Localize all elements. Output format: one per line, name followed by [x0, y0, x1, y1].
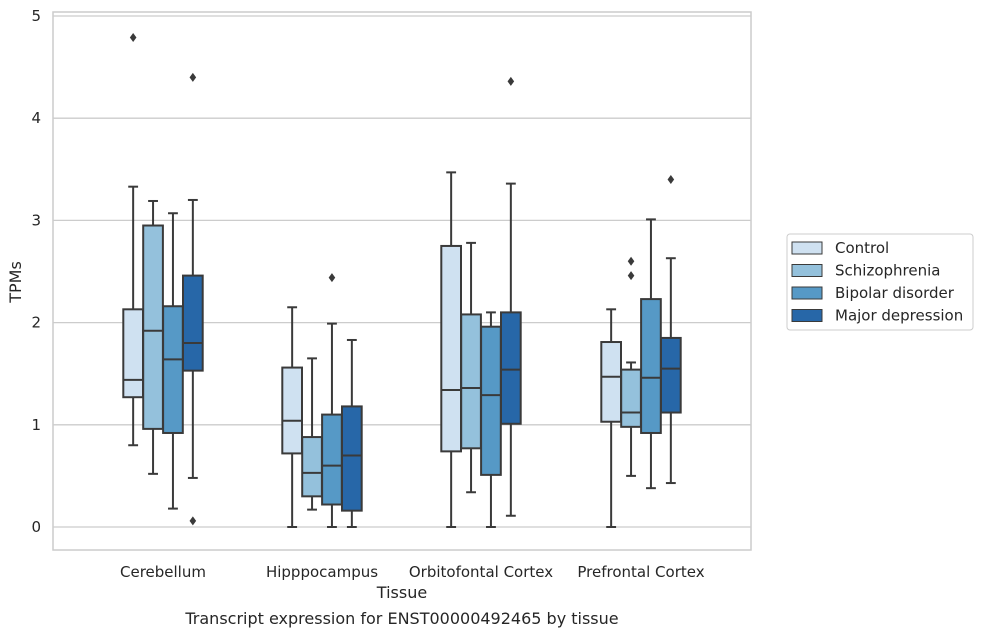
- box-plot: [182, 72, 204, 526]
- y-axis-ticks: 0 1 2 3 4 5: [31, 7, 41, 536]
- box-iqr: [182, 274, 204, 372]
- box-plots: [122, 32, 682, 528]
- legend-swatch: [791, 241, 823, 255]
- outlier-point: [507, 76, 515, 86]
- box-iqr: [162, 305, 184, 434]
- plot-area-frame: [52, 11, 752, 551]
- y-tick-label: 2: [31, 314, 41, 332]
- x-axis-title: Tissue: [376, 583, 427, 602]
- box-plot: [440, 171, 462, 528]
- legend-swatch: [791, 286, 823, 300]
- box-plot: [640, 218, 662, 490]
- outlier-point: [328, 273, 336, 283]
- box-iqr: [620, 368, 642, 428]
- box-iqr: [440, 244, 462, 453]
- box-iqr: [640, 298, 662, 434]
- legend-label: Schizophrenia: [835, 262, 940, 280]
- box-iqr: [301, 436, 323, 498]
- outlier-point: [189, 516, 197, 526]
- box-plot: [600, 308, 622, 528]
- x-axis-ticks: Cerebellum Hipppocampus Orbitofontal Corte…: [120, 563, 705, 581]
- box-plot: [660, 175, 682, 485]
- box-iqr: [660, 336, 682, 414]
- x-tick-label: Orbitofontal Cortex: [409, 563, 553, 581]
- y-tick-label: 0: [31, 518, 41, 536]
- box-plot: [281, 306, 303, 528]
- outlier-point: [627, 256, 635, 266]
- x-tick-label: Cerebellum: [120, 563, 206, 581]
- chart-caption: Transcript expression for ENST0000049246…: [184, 609, 618, 628]
- box-plot: [480, 311, 502, 528]
- x-tick-label: Prefrontal Cortex: [577, 563, 704, 581]
- box-iqr: [142, 224, 164, 430]
- legend-label: Major depression: [835, 307, 963, 325]
- y-tick-label: 5: [31, 7, 41, 25]
- box-iqr: [460, 313, 482, 450]
- box-plot: [142, 199, 164, 475]
- box-plot: [321, 273, 343, 528]
- box-iqr: [600, 341, 622, 423]
- legend-label: Bipolar disorder: [835, 284, 955, 302]
- box-plot: [460, 241, 482, 494]
- legend-entries: Control Schizophrenia Bipolar disorder Majo…: [791, 239, 963, 325]
- box-iqr: [500, 311, 522, 425]
- box-plot: [162, 212, 184, 510]
- legend-swatch: [791, 309, 823, 322]
- y-tick-label: 1: [31, 416, 41, 434]
- box-iqr: [281, 366, 303, 455]
- outlier-point: [667, 175, 675, 185]
- legend-label: Control: [835, 239, 889, 257]
- box-plot: [500, 76, 522, 517]
- box-iqr: [122, 308, 145, 399]
- box-iqr: [321, 413, 343, 506]
- y-tick-label: 3: [31, 211, 41, 229]
- box-iqr: [480, 325, 502, 476]
- legend-swatch: [791, 264, 823, 277]
- y-tick-label: 4: [31, 109, 41, 127]
- y-axis-title: TPMs: [6, 261, 25, 304]
- box-plot: [341, 338, 363, 528]
- box-plot: [122, 32, 145, 447]
- box-plot: [301, 357, 323, 511]
- outlier-point: [129, 32, 137, 42]
- box-plot: [620, 256, 642, 477]
- outlier-point: [627, 271, 635, 281]
- box-iqr: [341, 405, 363, 512]
- legend-frame: [786, 233, 974, 331]
- x-tick-label: Hipppocampus: [266, 563, 378, 581]
- legend: Control Schizophrenia Bipolar disorder Majo…: [786, 233, 974, 331]
- outlier-point: [189, 72, 197, 82]
